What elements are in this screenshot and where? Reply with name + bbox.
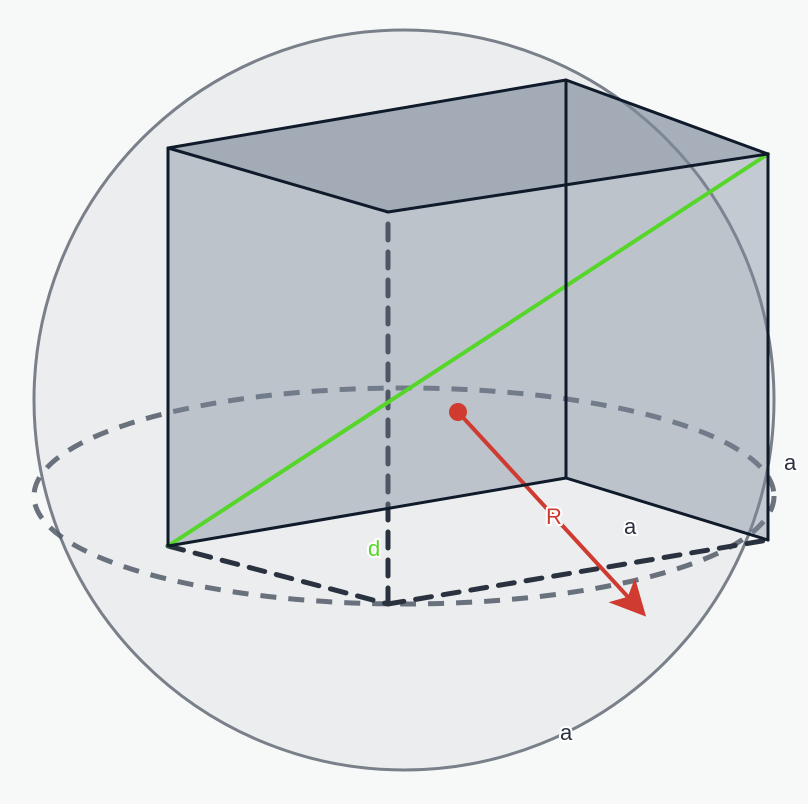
label-d: d xyxy=(368,536,380,561)
cube-faces xyxy=(168,80,768,546)
label-a-vertical-edge: a xyxy=(784,450,797,475)
label-R: R xyxy=(546,504,562,529)
center-point xyxy=(449,403,467,421)
label-a-bottom-edge: a xyxy=(560,720,573,745)
cube-in-sphere-diagram: d R a a a xyxy=(0,0,808,804)
label-a-right-edge: a xyxy=(624,514,637,539)
